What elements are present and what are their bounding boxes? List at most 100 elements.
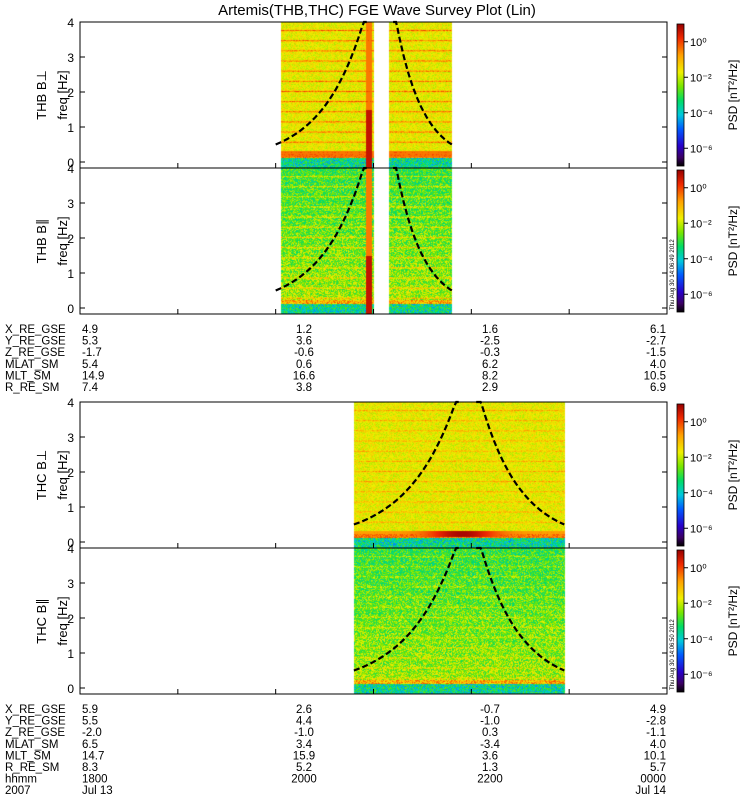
- colorbar-tick-label: 10⁻⁶: [690, 523, 713, 535]
- timestamp: Thu Aug 30 14:06:50 2012: [670, 619, 676, 690]
- colorbar-tick-label: 10⁻⁴: [690, 254, 713, 266]
- ephem-value: 6.9: [650, 382, 666, 394]
- ephem-value: Jul 14: [635, 785, 666, 797]
- cyclotron-curve: [476, 546, 565, 672]
- ephem-value: 5.3: [82, 336, 98, 348]
- colorbar-tick-label: 10⁻⁴: [690, 488, 713, 500]
- colorbar-tick-label: 10⁻⁴: [690, 634, 713, 646]
- freq-axis-label: freq [Hz]: [55, 216, 70, 265]
- ephem-value: 1.3: [482, 762, 498, 774]
- ephem-value: -2.8: [646, 716, 666, 728]
- colorbar-tick-label: 10⁰: [690, 183, 707, 195]
- y-tick-label: 0: [67, 682, 74, 696]
- ephem-value: 5.9: [82, 704, 98, 716]
- spectrogram-panels: 0 1 2 3 4 THB B⊥ freq [Hz] 10⁰ 10⁻² 10⁻⁴ 10⁻⁶ PSD […: [34, 16, 740, 696]
- ephem-value: 8.2: [482, 370, 498, 382]
- y-tick-label: 3: [67, 51, 74, 65]
- y-tick-label: 1: [67, 647, 74, 661]
- colorbar-tick-label: 10⁻⁶: [690, 289, 713, 301]
- colorbar-tick-label: 10⁻²: [690, 218, 712, 230]
- ephem-value: 3.6: [296, 336, 312, 348]
- ephem-value: 4.9: [650, 704, 666, 716]
- ephem-value: 5.4: [82, 359, 99, 371]
- spectrogram-2: [80, 402, 667, 548]
- ephem-value: 5.7: [650, 762, 666, 774]
- ephem-value: 10.5: [644, 370, 666, 382]
- panel-label: THB B∥: [34, 219, 49, 264]
- y-tick-label: 3: [67, 197, 74, 211]
- spectrogram-0: [80, 22, 667, 168]
- panel-label: THB B⊥: [34, 70, 49, 120]
- ephem-value: 2.9: [482, 382, 498, 394]
- ephem-value: -1.5: [646, 347, 666, 359]
- ephem-value: 2200: [477, 774, 503, 786]
- cyclotron-curve: [353, 546, 462, 672]
- freq-axis-label: freq [Hz]: [55, 450, 70, 499]
- ephem-value: 4.0: [650, 739, 666, 751]
- ephem-value: 7.4: [82, 382, 99, 394]
- ephem-value: 4.9: [82, 324, 98, 336]
- ephem-label: Z_RE_GSE: [5, 347, 65, 359]
- y-tick-label: 4: [67, 396, 74, 410]
- cyclotron-curve: [476, 400, 565, 526]
- y-tick-label: 1: [67, 267, 74, 281]
- y-tick-label: 2: [67, 86, 74, 100]
- ephem-label: MLAT_SM: [5, 739, 58, 751]
- ephem-value: -0.6: [294, 347, 314, 359]
- ephem-value: 6.1: [650, 324, 666, 336]
- ephem-value: -1.7: [82, 347, 102, 359]
- ephem-value: 8.3: [82, 762, 98, 774]
- cyclotron-curve: [275, 20, 369, 146]
- ephem-value: 1800: [82, 774, 108, 786]
- ephemeris-table: X_RE_GSE 4.9 1.2 1.6 6.1 Y_RE_GSE 5.3 3.6 -2.5 -2…: [5, 324, 667, 797]
- colorbar-tick-label: 10⁻⁴: [690, 108, 713, 120]
- ephem-value: Jul 13: [82, 785, 113, 797]
- panel-label: THC B∥: [34, 598, 49, 644]
- spectrogram-3: [80, 548, 667, 694]
- y-tick-label: 2: [67, 612, 74, 626]
- ephem-value: -1.0: [294, 727, 314, 739]
- y-tick-label: 0: [67, 302, 74, 316]
- ephem-value: -0.7: [480, 704, 500, 716]
- ephem-label: 2007: [5, 785, 31, 797]
- colorbar-tick-label: 10⁻²: [690, 452, 712, 464]
- timestamp: Thu Aug 30 14:06:49 2012: [670, 239, 676, 310]
- ephem-label: R_RE_SM: [5, 762, 59, 774]
- colorbar-tick-label: 10⁰: [690, 563, 707, 575]
- plot-title: Artemis(THB,THC) FGE Wave Survey Plot (L…: [218, 2, 536, 19]
- freq-axis-label: freq [Hz]: [55, 596, 70, 645]
- spectrogram-1: [80, 168, 667, 314]
- ephem-value: 3.6: [482, 750, 498, 762]
- ephem-value: 16.6: [293, 370, 315, 382]
- ephem-value: -2.0: [82, 727, 102, 739]
- ephem-value: 0.6: [296, 359, 312, 371]
- y-tick-label: 3: [67, 431, 74, 445]
- cyclotron-curve: [353, 400, 462, 526]
- ephem-value: 3.8: [296, 382, 312, 394]
- colorbar-label: PSD [nT²/Hz]: [726, 60, 740, 131]
- ephem-value: 4.4: [296, 716, 313, 728]
- y-tick-label: 1: [67, 501, 74, 515]
- ephem-label: Y_RE_GSE: [5, 336, 66, 348]
- freq-axis-label: freq [Hz]: [55, 70, 70, 119]
- cyclotron-curve: [275, 166, 369, 292]
- ephem-label: hhmm: [5, 774, 37, 786]
- colorbar-label: PSD [nT²/Hz]: [726, 206, 740, 277]
- colorbar-tick-label: 10⁰: [690, 37, 707, 49]
- ephem-value: -3.4: [480, 739, 500, 751]
- colorbar-tick-label: 10⁻⁶: [690, 143, 713, 155]
- panel-label: THC B⊥: [34, 450, 49, 500]
- colorbar: [676, 169, 685, 313]
- ephem-value: 2.6: [296, 704, 312, 716]
- ephem-label: X_RE_GSE: [5, 704, 66, 716]
- ephem-label: Y_RE_GSE: [5, 716, 66, 728]
- ephem-value: -2.5: [480, 336, 500, 348]
- cyclotron-curve: [393, 166, 453, 292]
- ephem-value: -0.3: [480, 347, 500, 359]
- colorbar-tick-label: 10⁻²: [690, 72, 712, 84]
- ephem-value: 14.9: [82, 370, 104, 382]
- ephem-value: 14.7: [82, 750, 104, 762]
- ephem-value: 2000: [291, 774, 317, 786]
- colorbar-label: PSD [nT²/Hz]: [726, 586, 740, 657]
